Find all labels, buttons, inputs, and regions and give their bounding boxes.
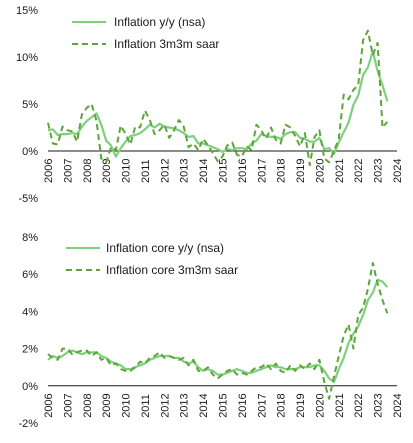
x-tick-label: 2015 — [218, 393, 230, 417]
x-tick-label: 2013 — [179, 159, 191, 183]
series-line-1 — [47, 278, 389, 384]
x-tick-label: 2022 — [353, 393, 365, 417]
x-tick-label: 2023 — [373, 159, 385, 183]
x-tick-label: 2008 — [82, 393, 94, 417]
x-tick-label: 2017 — [256, 393, 268, 417]
x-tick-label: 2009 — [101, 159, 113, 183]
x-tick-label: 2018 — [276, 159, 288, 183]
x-tick-label: 2019 — [295, 159, 307, 183]
y-tick-label: 0% — [22, 146, 38, 158]
y-tick-label: 2% — [22, 344, 38, 356]
y-tick-label: 0% — [22, 381, 38, 393]
x-tick-label: 2006 — [43, 159, 55, 183]
x-tick-label: 2015 — [218, 159, 230, 183]
x-tick-label: 2012 — [159, 159, 171, 183]
x-tick-label: 2019 — [295, 393, 307, 417]
y-tick-label: -5% — [18, 193, 38, 205]
x-tick-label: 2018 — [276, 393, 288, 417]
x-tick-label: 2022 — [353, 159, 365, 183]
y-tick-label: 10% — [16, 52, 38, 64]
x-tick-label: 2016 — [237, 159, 249, 183]
x-tick-label: 2006 — [43, 393, 55, 417]
y-tick-label: 6% — [22, 269, 38, 281]
chart-panel-2: -2% 0% 2% 4% 6% 8% 2006 2007 2008 2009 2010 2011 201… — [18, 232, 404, 430]
x-tick-label: 2017 — [256, 159, 268, 183]
x-tick-label: 2023 — [373, 393, 385, 417]
legend-label: Inflation 3m3m saar — [114, 37, 219, 51]
x-tick-label: 2021 — [334, 393, 346, 417]
x-tick-label: 2011 — [140, 159, 152, 183]
x-tick-label: 2020 — [314, 159, 326, 183]
x-tick-label: 2013 — [179, 393, 191, 417]
legend-label: Inflation core y/y (nsa) — [106, 241, 224, 255]
x-tick-label: 2012 — [159, 393, 171, 417]
x-tick-label: 2014 — [198, 393, 210, 417]
x-tick-label: 2024 — [392, 393, 404, 417]
legend-label: Inflation y/y (nsa) — [114, 15, 205, 29]
x-tick-label: 2010 — [121, 159, 133, 183]
x-tick-label: 2010 — [121, 393, 133, 417]
y-tick-label: -2% — [18, 418, 38, 430]
series-line-1 — [47, 50, 389, 158]
x-tick-label: 2024 — [392, 159, 404, 183]
x-tick-label: 2007 — [62, 393, 74, 417]
x-tick-label: 2016 — [237, 393, 249, 417]
y-tick-label: 8% — [22, 232, 38, 244]
legend-label: Inflation core 3m3m saar — [106, 263, 238, 277]
y-tick-label: 15% — [16, 5, 38, 17]
series-line-2 — [47, 262, 389, 400]
x-tick-label: 2011 — [140, 394, 152, 418]
x-tick-label: 2009 — [101, 393, 113, 417]
x-tick-label: 2020 — [314, 393, 326, 417]
y-tick-label: 4% — [22, 306, 38, 318]
x-tick-label: 2007 — [62, 159, 74, 183]
x-tick-label: 2008 — [82, 159, 94, 183]
x-tick-label: 2014 — [198, 159, 210, 183]
y-tick-label: 5% — [22, 99, 38, 111]
x-tick-label: 2021 — [334, 159, 346, 183]
series-line-2 — [47, 29, 389, 167]
chart-panel-1: -5% 0% 5% 10% 15% 2006 2007 2008 2009 2010 2011 201… — [16, 5, 404, 205]
